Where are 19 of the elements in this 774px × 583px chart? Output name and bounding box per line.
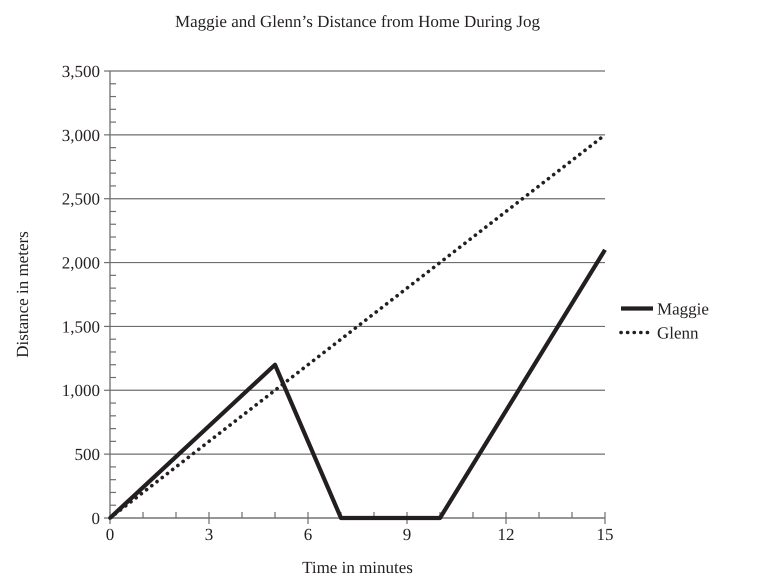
legend-label: Glenn xyxy=(657,323,700,342)
y-tick-label: 1,000 xyxy=(62,381,100,400)
y-tick-label: 500 xyxy=(74,445,100,464)
x-tick-label: 9 xyxy=(402,525,412,544)
x-tick-label: 0 xyxy=(106,525,114,544)
x-axis-title: Time in minutes xyxy=(302,558,413,577)
x-tick-label: 6 xyxy=(304,525,312,544)
x-tick-label: 15 xyxy=(596,525,614,544)
x-tick-label: 12 xyxy=(498,525,514,544)
legend-label: Maggie xyxy=(657,299,709,318)
x-tick-label: 3 xyxy=(204,525,214,544)
y-tick-label: 2,000 xyxy=(62,254,100,273)
y-axis-title: Distance in meters xyxy=(13,231,32,358)
y-tick-label: 0 xyxy=(92,508,100,528)
y-tick-label: 3,500 xyxy=(62,62,100,81)
y-tick-label: 3,000 xyxy=(62,126,100,145)
y-tick-label: 2,500 xyxy=(62,190,100,209)
chart-title: Maggie and Glenn’s Distance from Home During Jog xyxy=(175,12,540,31)
y-tick-label: 1,500 xyxy=(62,317,100,336)
